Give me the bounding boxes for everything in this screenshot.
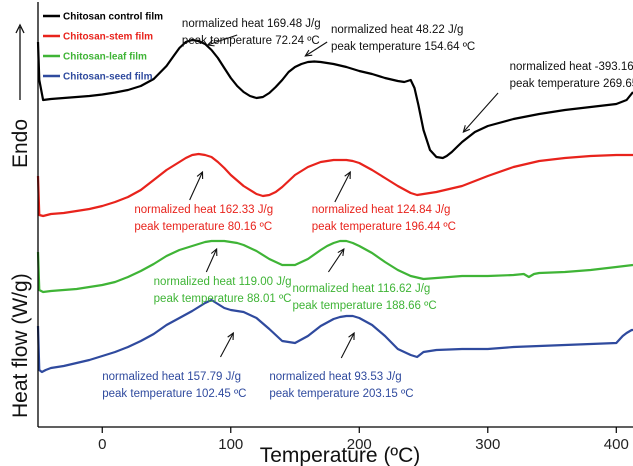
annotation-arrowhead [462,125,471,133]
annotation-arrowhead [344,170,351,180]
annotation-heat: normalized heat 157.79 J/g [102,371,241,383]
legend-label: Chitosan control film [63,12,163,23]
annotation-arrowhead [337,247,345,257]
series-line-2 [36,239,633,294]
annotation-peak: peak temperature 72.24 ºC [182,35,320,47]
annotation-peak: peak temperature 102.45 ºC [102,388,246,400]
annotation-heat: normalized heat 119.00 J/g [154,276,292,288]
x-tick-label: 100 [218,436,243,453]
x-tick-label: 0 [98,436,106,453]
legend-label: Chitosan-leaf film [63,52,147,63]
axes [37,2,633,428]
annotation-arrow [207,34,238,46]
annotation-arrowhead [304,49,313,57]
annotation-peak: peak temperature 196.44 ºC [312,221,456,233]
x-tick-label: 300 [475,436,500,453]
annotation-peak: peak temperature 269.65 ºC [510,78,633,90]
series-line-3 [36,298,633,374]
annotation-arrow [205,248,218,273]
plot-lines [36,38,633,374]
annotation-arrow [334,171,351,203]
annotations: normalized heat 169.48 J/g peak temperatu… [102,18,633,400]
annotation-arrow [340,332,355,359]
annotation-heat: normalized heat 116.62 J/g [292,283,430,295]
annotation-arrowhead [196,170,204,180]
annotation-peak: peak temperature 188.66 ºC [292,300,436,312]
annotation-heat: normalized heat 169.48 J/g [182,18,321,30]
legend: Chitosan control film Chitosan-stem film C… [43,12,163,83]
annotation-arrow [327,248,345,273]
annotation-arrow [305,41,328,57]
annotation-heat: normalized heat 48.22 J/g [331,24,463,36]
x-tick-label: 200 [347,436,372,453]
legend-label: Chitosan-stem film [63,32,153,43]
annotation-arrowhead [206,39,215,47]
y-axis-title: Heat flow (W/g) [9,273,32,418]
series-line-0 [36,38,633,160]
x-tick-label: 400 [604,436,629,453]
annotation-arrowhead [227,331,234,341]
annotation-arrow [219,332,234,358]
annotation-heat: normalized heat 93.53 J/g [269,371,401,383]
annotation-heat: normalized heat 162.33 J/g [134,204,273,216]
x-axis-title: Temperature (ºC) [260,444,421,466]
annotation-arrowhead [348,331,355,341]
legend-label: Chitosan-seed film [63,72,153,83]
annotation-heat: normalized heat -393.16 J/g [510,61,633,73]
annotation-peak: peak temperature 203.15 ºC [269,388,413,400]
series-line-1 [36,152,633,218]
annotation-arrow [462,92,499,133]
annotation-arrowhead [210,247,218,257]
x-ticks: 0 100 200 300 400 [98,427,629,453]
endo-label: Endo [9,119,32,168]
annotation-peak: peak temperature 88.01 ºC [154,293,292,305]
annotation-heat: normalized heat 124.84 J/g [312,204,451,216]
annotation-peak: peak temperature 80.16 ºC [134,221,272,233]
annotation-peak: peak temperature 154.64 ºC [331,41,475,53]
annotation-arrow [189,171,203,201]
endo-arrow [15,23,25,100]
endo-arrow-head [15,23,25,34]
